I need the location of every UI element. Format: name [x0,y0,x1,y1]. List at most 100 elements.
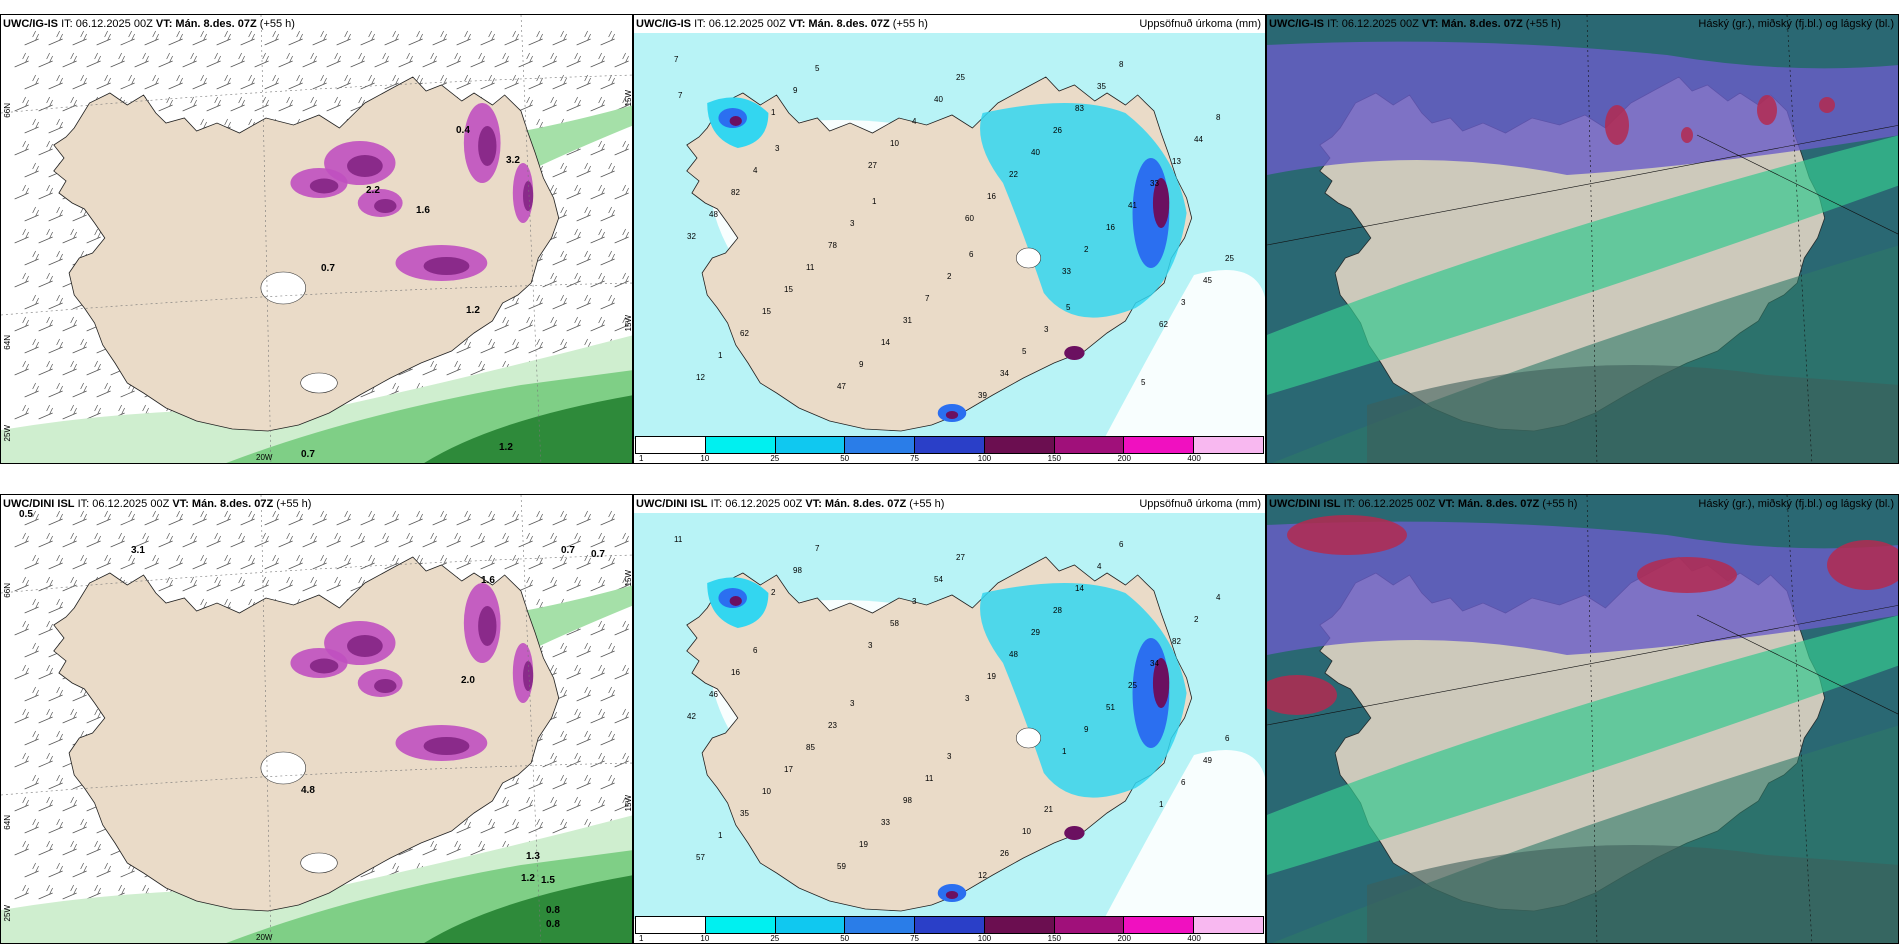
precip-value-label: 10 [890,139,899,148]
precip-value-label: 12 [696,373,705,382]
precip-value-label: 10 [762,787,771,796]
precip-value-label: 27 [868,161,877,170]
axis-label: 25W [3,425,12,442]
precip-value-label: 39 [978,391,987,400]
panel-ig-precip: 7 1 27 60 33 62 12 9 10 16 2 3 1 5 4 22 16 45 62 47 40 40 41 25… [633,14,1266,464]
snow-value-label: 3.2 [506,155,520,166]
panel-title: Uppsöfnuð úrkoma (mm) [1139,498,1261,510]
snow-value-label: 1.3 [526,851,540,862]
legend-tick: 100 [977,934,992,943]
precip-value-label: 1 [1159,800,1164,809]
legend-tick: 75 [910,454,919,463]
precip-value-label: 19 [987,672,996,681]
precip-value-label: 26 [1000,849,1009,858]
precip-value-label: 51 [1106,703,1115,712]
panel-ig-wind: 66N 64N 25W 20W 15W 15W 0.7 1.2 2.2 1.6 0.4 1.2 0.7 3… [0,14,633,464]
precip-value-label: 3 [850,699,855,708]
precip-value-label: 44 [1194,135,1203,144]
precip-value-label: 1 [1062,747,1067,756]
precip-value-label: 3 [850,219,855,228]
precip-value-label: 25 [956,73,965,82]
precip-value-label: 11 [674,535,683,544]
snow-value-label: 0.4 [456,125,470,136]
precip-value-label: 22 [1009,170,1018,179]
precip-value-label: 62 [740,329,749,338]
panel-dini-cloud: UWC/DINI ISL IT: 06.12.2025 00Z VT: Mán.… [1266,494,1899,944]
lead-time: (+55 h) [909,498,945,510]
legend-tick: 100 [977,454,992,463]
precip-value-label: 3 [1044,325,1049,334]
precip-value-label: 7 [674,55,679,64]
lead-time: (+55 h) [276,498,312,510]
panel-dini-wind: 66N 64N 25W 20W 15W 15W 0.5 0.7 0.7 1.3 1.2 1.5 0.8 0… [0,494,633,944]
valid-time: VT: Mán. 8.des. 07Z [1438,498,1540,510]
map-canvas [634,33,1265,439]
precip-value-label: 3 [1181,298,1186,307]
precip-value-label: 78 [828,241,837,250]
legend-swatch [705,917,776,933]
precip-value-label: 57 [696,853,705,862]
legend-tick: 150 [1047,934,1062,943]
precip-value-label: 7 [815,544,820,553]
precip-value-label: 6 [1119,540,1124,549]
precip-value-label: 83 [1075,104,1084,113]
legend-swatch [1124,437,1195,453]
legend-tick: 1 [639,454,644,463]
axis-label: 64N [3,335,12,350]
axis-label: 66N [3,103,12,118]
precip-value-label: 34 [1000,369,1009,378]
precip-value-label: 6 [1181,778,1186,787]
map-canvas [1,15,632,463]
snow-value-label: 0.8 [546,919,560,930]
high-cloud-red [1605,95,1835,145]
legend-tick: 150 [1047,454,1062,463]
map-canvas [634,513,1265,919]
precip-value-label: 48 [1009,650,1018,659]
snow-value-label: 0.7 [591,549,605,560]
precip-value-label: 40 [934,95,943,104]
panel-header: UWC/IG-IS IT: 06.12.2025 00Z VT: Mán. 8.… [636,17,1263,31]
iceland-landmass [53,556,560,912]
precip-value-label: 4 [1216,593,1221,602]
snow-value-label: 0.5 [19,509,33,520]
legend-tick: 400 [1187,934,1201,943]
snow-value-label: 0.7 [561,545,575,556]
init-time: IT: 06.12.2025 00Z [77,498,170,510]
precip-value-label: 3 [947,752,952,761]
snow-value-label: 1.2 [521,873,535,884]
precip-value-label: 85 [806,743,815,752]
valid-time: VT: Mán. 8.des. 07Z [1421,18,1523,30]
precip-value-label: 46 [709,690,718,699]
legend-tick: 200 [1117,454,1131,463]
model-name: UWC/IG-IS [1269,18,1324,30]
init-time: IT: 06.12.2025 00Z [710,498,803,510]
map-canvas [1,495,632,943]
legend-swatch [775,437,846,453]
legend-swatch [984,917,1055,933]
precip-value-label: 14 [881,338,890,347]
graticule [1267,15,1898,463]
snow-value-label: 1.2 [466,305,480,316]
iceland-landmass [53,76,560,432]
panel-header: UWC/DINI ISL IT: 06.12.2025 00Z VT: Mán.… [1269,497,1896,511]
axis-label: 64N [3,815,12,830]
legend-swatch [775,917,846,933]
precip-value-label: 23 [828,721,837,730]
precip-value-label: 6 [753,646,758,655]
legend-swatch [705,437,776,453]
precip-value-label: 2 [1194,615,1199,624]
precip-value-label: 98 [793,566,802,575]
precip-value-label: 21 [1044,805,1053,814]
precip-legend: 1 10 25 50 75 100 150 200 400 [635,916,1264,943]
precip-value-label: 6 [1225,734,1230,743]
panel-header: UWC/DINI ISL IT: 06.12.2025 00Z VT: Mán.… [636,497,1263,511]
precip-value-label: 62 [1159,320,1168,329]
graticule [1267,495,1898,943]
snow-value-label: 3.1 [131,545,145,556]
precip-value-label: 11 [806,263,815,272]
precip-value-label: 47 [837,382,846,391]
precip-value-label: 13 [1172,157,1181,166]
legend-swatch [915,437,985,453]
precip-value-label: 11 [925,774,934,783]
init-time: IT: 06.12.2025 00Z [61,18,153,30]
